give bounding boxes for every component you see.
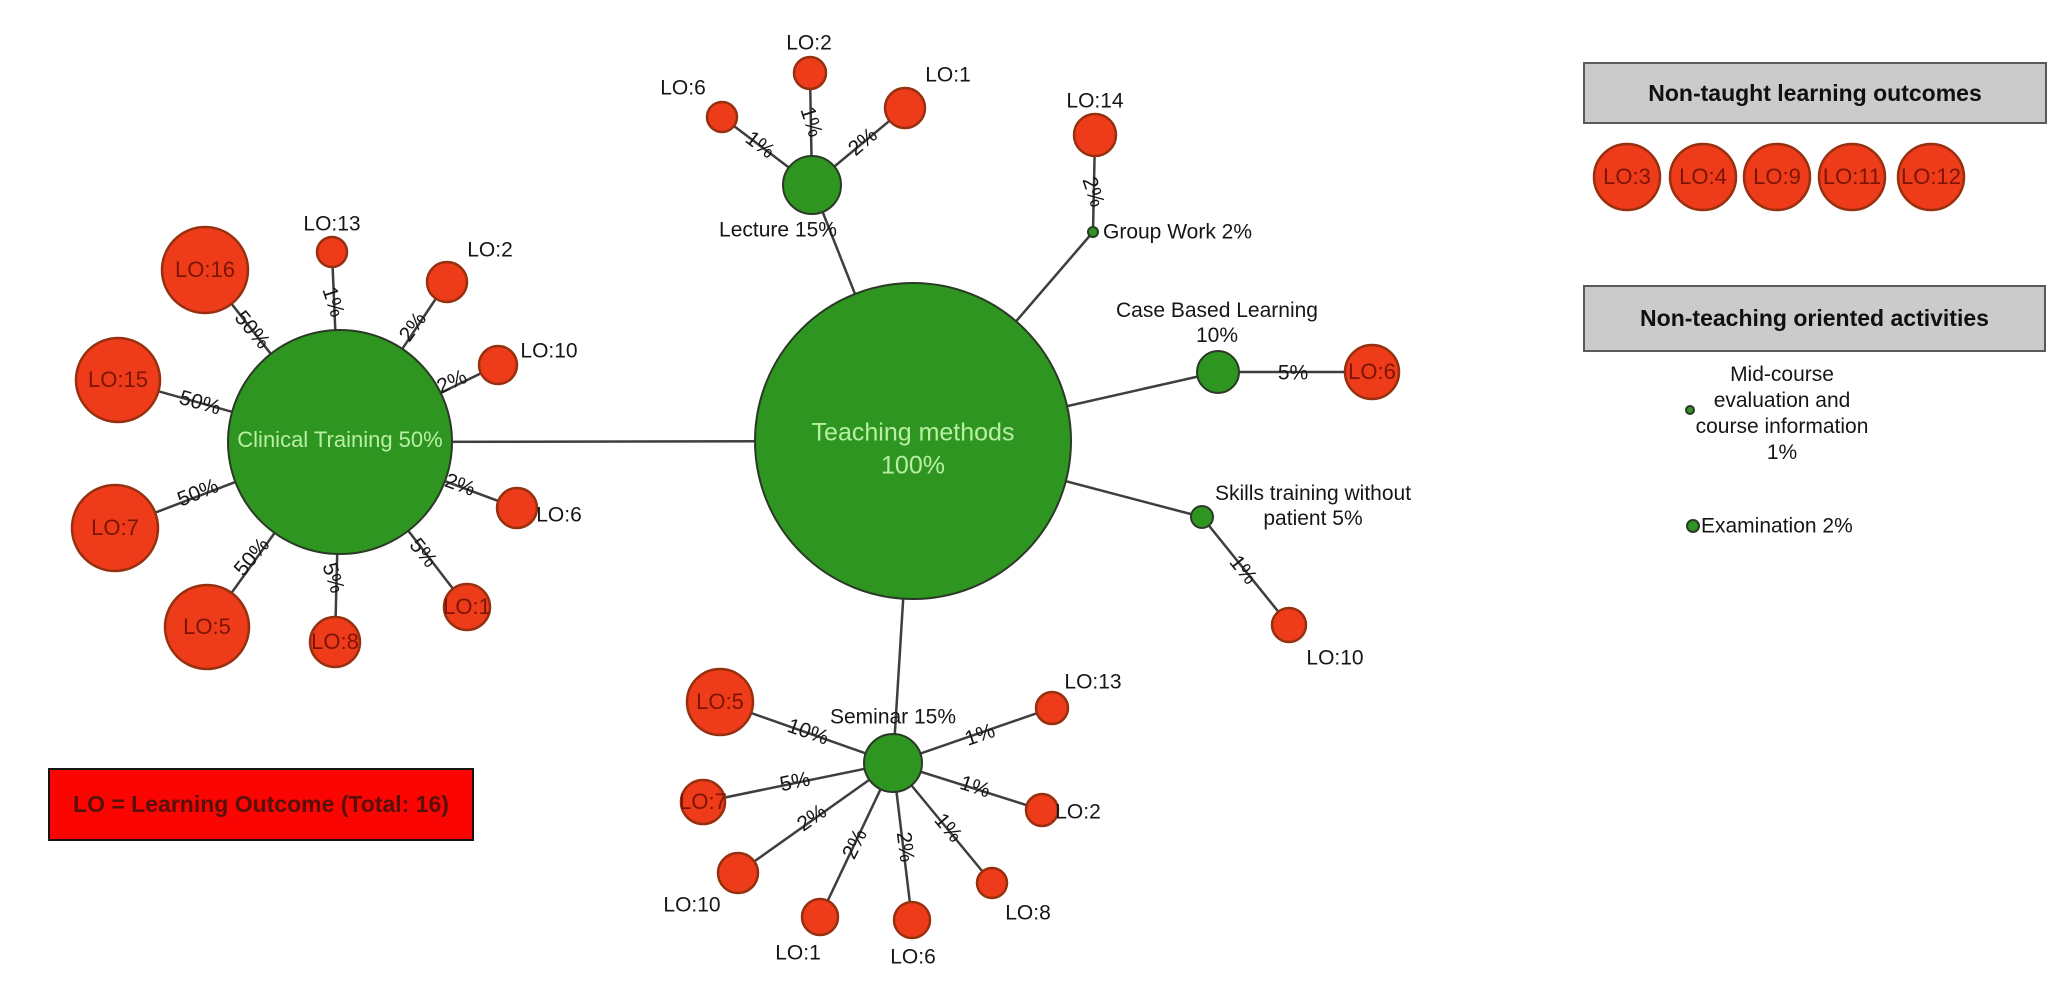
groupwork-lo14-label: LO:14 bbox=[1066, 89, 1124, 113]
node-clinical-training bbox=[227, 329, 453, 555]
node-legend-lo9 bbox=[1742, 142, 1812, 212]
node-seminar bbox=[863, 733, 923, 793]
node-seminar-lo6 bbox=[892, 900, 932, 940]
legend-non-teaching-title: Non-teaching oriented activities bbox=[1640, 305, 1989, 331]
node-lecture-lo1 bbox=[883, 86, 927, 130]
clinical-lo10-label: LO:10 bbox=[520, 339, 578, 363]
clinical-lo6-label: LO:6 bbox=[536, 503, 582, 527]
node-clinical-lo16 bbox=[160, 225, 250, 315]
node-teaching-methods bbox=[754, 282, 1072, 600]
seminar-lo13-label: LO:13 bbox=[1064, 670, 1122, 694]
node-seminar-lo1 bbox=[800, 897, 840, 937]
node-legend-lo3 bbox=[1592, 142, 1662, 212]
clinical-lo13-label: LO:13 bbox=[303, 212, 361, 236]
case-based-line2: 10% bbox=[1195, 324, 1239, 347]
legend-non-taught-title: Non-taught learning outcomes bbox=[1648, 79, 1982, 106]
case-based-learning-label: Case Based Learning 10% bbox=[1116, 298, 1318, 348]
node-legend-lo12 bbox=[1896, 142, 1966, 212]
clinical-lo7-label: LO:7 bbox=[91, 514, 139, 540]
clinical-lo8-label: LO:8 bbox=[311, 628, 359, 654]
teaching-methods-line1: Teaching methods bbox=[811, 418, 1015, 447]
node-seminar-lo2 bbox=[1024, 792, 1060, 828]
clinical-lo1-label: LO:1 bbox=[443, 593, 491, 619]
clinical-lo5-label: LO:5 bbox=[183, 613, 231, 639]
node-lecture-lo6 bbox=[705, 100, 739, 134]
lecture-label: Lecture 15% bbox=[719, 218, 837, 242]
node-clinical-lo8 bbox=[308, 615, 362, 669]
node-clinical-lo15 bbox=[74, 336, 162, 424]
legend-lo3-label: LO:3 bbox=[1603, 163, 1651, 189]
node-legend-lo11 bbox=[1817, 142, 1887, 212]
skills-training-label: Skills training without patient 5% bbox=[1215, 481, 1411, 531]
node-case-based-learning bbox=[1196, 350, 1240, 394]
node-clinical-lo7 bbox=[70, 483, 160, 573]
clinical-lo15-label: LO:15 bbox=[88, 366, 148, 392]
lecture-lo1-label: LO:1 bbox=[925, 63, 971, 87]
node-clinical-lo1 bbox=[442, 582, 492, 632]
legend-non-teaching-header: Non-teaching oriented activities bbox=[1583, 285, 2046, 352]
seminar-lo7-label: LO:7 bbox=[679, 788, 727, 814]
node-skills-lo10 bbox=[1270, 606, 1308, 644]
node-lecture bbox=[782, 155, 842, 215]
lecture-lo6-label: LO:6 bbox=[660, 76, 706, 100]
node-group-work bbox=[1087, 226, 1099, 238]
node-examination-dot bbox=[1686, 519, 1700, 533]
seminar-lo8-label: LO:8 bbox=[1005, 901, 1051, 925]
legend-lo11-label: LO:11 bbox=[1822, 163, 1882, 189]
seminar-lo6-label: LO:6 bbox=[890, 945, 936, 969]
node-clinical-lo2 bbox=[425, 260, 469, 304]
node-seminar-lo8 bbox=[975, 866, 1009, 900]
node-clinical-lo5 bbox=[163, 583, 251, 671]
clinical-lo2-label: LO:2 bbox=[467, 238, 513, 262]
seminar-lo5-label: LO:5 bbox=[696, 688, 744, 714]
group-work-label: Group Work 2% bbox=[1103, 220, 1252, 244]
lo-total-note-text: LO = Learning Outcome (Total: 16) bbox=[73, 791, 449, 817]
casebased-lo6-weight: 5% bbox=[1277, 361, 1309, 385]
node-legend-lo4 bbox=[1668, 142, 1738, 212]
seminar-label: Seminar 15% bbox=[829, 705, 957, 729]
seminar-lo1-label: LO:1 bbox=[775, 941, 821, 965]
skills-line1: Skills training without bbox=[1214, 481, 1412, 505]
lecture-lo2-label: LO:2 bbox=[786, 31, 832, 55]
node-seminar-lo10 bbox=[716, 851, 760, 895]
node-casebased-lo6 bbox=[1343, 343, 1401, 401]
legend-non-taught-header: Non-taught learning outcomes bbox=[1583, 62, 2047, 124]
teaching-methods-line2: 100% bbox=[881, 451, 945, 479]
edge-seminar-lo7 bbox=[702, 761, 894, 804]
teaching-methods-label: Teaching methods 100% bbox=[812, 417, 1015, 482]
node-seminar-lo13 bbox=[1034, 690, 1070, 726]
legend-lo9-label: LO:9 bbox=[1753, 163, 1801, 189]
node-clinical-lo13 bbox=[315, 235, 349, 269]
node-lecture-lo2 bbox=[792, 55, 828, 91]
node-mid-course-dot bbox=[1685, 405, 1695, 415]
clinical-lo16-label: LO:16 bbox=[175, 256, 235, 282]
node-clinical-lo6 bbox=[495, 486, 539, 530]
edge-seminar-lo10 bbox=[737, 761, 894, 875]
seminar-lo2-label: LO:2 bbox=[1055, 800, 1101, 824]
node-seminar-lo5 bbox=[685, 667, 755, 737]
clinical-training-label: Clinical Training 50% bbox=[237, 426, 443, 452]
seminar-lo10-label: LO:10 bbox=[663, 893, 721, 917]
node-clinical-lo10 bbox=[477, 344, 519, 386]
node-seminar-lo7 bbox=[679, 778, 727, 826]
legend-lo12-label: LO:12 bbox=[1901, 163, 1961, 189]
mid-course-evaluation-label: Mid-course evaluation and course informa… bbox=[1695, 363, 1869, 464]
node-groupwork-lo14 bbox=[1072, 112, 1118, 158]
lo-total-note: LO = Learning Outcome (Total: 16) bbox=[48, 768, 474, 841]
edge-skills-lo10 bbox=[1201, 516, 1290, 626]
legend-lo4-label: LO:4 bbox=[1679, 163, 1727, 189]
node-skills-training bbox=[1190, 505, 1214, 529]
case-based-line1: Case Based Learning bbox=[1116, 298, 1318, 322]
seminar-lo6-weight: 2% bbox=[891, 830, 919, 864]
skills-line2: patient 5% bbox=[1263, 507, 1363, 530]
skills-lo10-label: LO:10 bbox=[1306, 646, 1364, 670]
casebased-lo6-label: LO:6 bbox=[1348, 358, 1396, 384]
examination-label: Examination 2% bbox=[1701, 514, 1853, 538]
